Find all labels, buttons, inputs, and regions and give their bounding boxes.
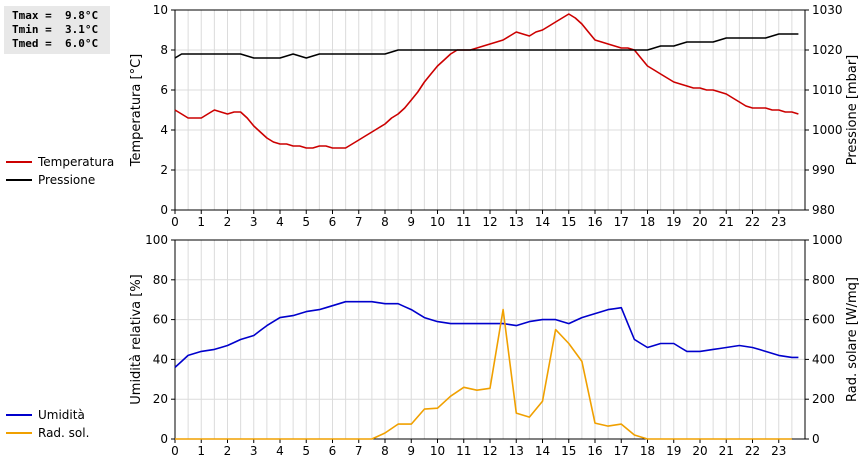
- panel2-y-right-tick-label: 800: [812, 273, 835, 287]
- panel2-x-tick-label: 19: [666, 444, 681, 458]
- panel2-y-left-tick-label: 60: [153, 313, 168, 327]
- panel2-x-tick-label: 12: [482, 444, 497, 458]
- panel1-series-line-2: [174, 33, 799, 59]
- panel2-x-tick-label: 22: [745, 444, 760, 458]
- panel1-y-left-tick-label: 10: [153, 3, 168, 17]
- panel2-y-right-tick-label: 200: [812, 392, 835, 406]
- panel2-y-right-tick-label: 1000: [812, 233, 843, 247]
- panel1-x-tick-label: 16: [587, 215, 602, 229]
- panel2-y-left-tick-label: 80: [153, 273, 168, 287]
- panel1-y-right-tick-label: 990: [812, 163, 835, 177]
- panel1-x-tick-label: 18: [640, 215, 655, 229]
- panel2-y-left-axis-label: Umidità relativa [%]: [129, 274, 144, 404]
- panel2-x-tick-label: 15: [561, 444, 576, 458]
- panel2-x-tick-label: 21: [719, 444, 734, 458]
- panel1-y-left-tick-label: 2: [160, 163, 168, 177]
- panel1-legend-label-2: Pressione: [38, 173, 95, 187]
- panel1-y-left-axis-label: Temperatura [°C]: [129, 54, 144, 167]
- panel2-y-left-tick-label: 100: [145, 233, 168, 247]
- panel1-y-right-tick-label: 980: [812, 203, 835, 217]
- panel2-series-line-2: [175, 308, 792, 440]
- panel1-y-left-tick-label: 8: [160, 43, 168, 57]
- panel2-x-tick-label: 7: [355, 444, 363, 458]
- panel1-x-tick-label: 5: [302, 215, 310, 229]
- panel1-x-tick-label: 23: [771, 215, 786, 229]
- panel1-x-tick-label: 20: [692, 215, 707, 229]
- panel2-x-tick-label: 4: [276, 444, 284, 458]
- panel1-y-right-tick-label: 1020: [812, 43, 843, 57]
- panel2-x-tick-label: 6: [329, 444, 337, 458]
- stat-tmed: Tmed = 6.0°C: [12, 37, 99, 50]
- panel2-x-tick-label: 13: [509, 444, 524, 458]
- panel2-series-line-1: [174, 300, 799, 368]
- panel1-x-tick-label: 21: [719, 215, 734, 229]
- panel1-y-right-tick-label: 1010: [812, 83, 843, 97]
- panel1-x-tick-label: 9: [407, 215, 415, 229]
- panel1-y-left-tick-label: 0: [160, 203, 168, 217]
- panel2-x-tick-label: 1: [197, 444, 205, 458]
- panel2-y-right-axis-label: Rad. solare [W/mq]: [845, 277, 860, 402]
- panel1-x-tick-label: 13: [509, 215, 524, 229]
- panel2-y-right-tick-label: 0: [812, 432, 820, 446]
- panel1-x-tick-label: 19: [666, 215, 681, 229]
- panel2-y-right-tick-label: 600: [812, 313, 835, 327]
- panel2-y-left-tick-label: 20: [153, 392, 168, 406]
- panel2-x-tick-label: 2: [224, 444, 232, 458]
- panel1-x-tick-label: 15: [561, 215, 576, 229]
- panel2-y-left-tick-label: 40: [153, 352, 168, 366]
- panel2-legend-label-1: Umidità: [38, 408, 85, 422]
- panel1-y-left-tick-label: 6: [160, 83, 168, 97]
- panel1-x-tick-label: 1: [197, 215, 205, 229]
- stat-tmax: Tmax = 9.8°C: [12, 9, 99, 22]
- panel2-x-tick-label: 18: [640, 444, 655, 458]
- panel1-y-right-tick-label: 1000: [812, 123, 843, 137]
- panel1-legend-label-1: Temperatura: [37, 155, 114, 169]
- panel1-x-tick-label: 0: [171, 215, 179, 229]
- panel2-x-tick-label: 9: [407, 444, 415, 458]
- panel2-y-right-tick-label: 400: [812, 352, 835, 366]
- stat-tmin: Tmin = 3.1°C: [12, 23, 99, 36]
- panel1-y-right-axis-label: Pressione [mbar]: [845, 55, 860, 166]
- panel2-x-tick-label: 23: [771, 444, 786, 458]
- panel1-x-tick-label: 10: [430, 215, 445, 229]
- panel1-x-tick-label: 7: [355, 215, 363, 229]
- panel2-x-tick-label: 8: [381, 444, 389, 458]
- panel1-x-tick-label: 11: [456, 215, 471, 229]
- temperature-stats-box: Tmax = 9.8°C Tmin = 3.1°C Tmed = 6.0°C: [4, 6, 110, 54]
- panel1-y-left-tick-label: 4: [160, 123, 168, 137]
- panel1-y-right-tick-label: 1030: [812, 3, 843, 17]
- panel2-x-tick-label: 11: [456, 444, 471, 458]
- panel2-y-left-tick-label: 0: [160, 432, 168, 446]
- panel2-x-tick-label: 0: [171, 444, 179, 458]
- panel1-x-tick-label: 22: [745, 215, 760, 229]
- panel1-x-tick-label: 6: [329, 215, 337, 229]
- panel2-x-tick-label: 17: [614, 444, 629, 458]
- panel2-x-tick-label: 5: [302, 444, 310, 458]
- panel2-x-tick-label: 16: [587, 444, 602, 458]
- panel2-x-tick-label: 10: [430, 444, 445, 458]
- panel1-x-tick-label: 12: [482, 215, 497, 229]
- panel1-series-line-1: [174, 13, 799, 149]
- panel1-x-tick-label: 2: [224, 215, 232, 229]
- panel1-x-tick-label: 4: [276, 215, 284, 229]
- panel2-legend-label-2: Rad. sol.: [38, 426, 89, 440]
- panel1-x-tick-label: 17: [614, 215, 629, 229]
- panel2-x-tick-label: 3: [250, 444, 258, 458]
- panel2-x-tick-label: 14: [535, 444, 550, 458]
- panel1-x-tick-label: 3: [250, 215, 258, 229]
- panel1-x-tick-label: 14: [535, 215, 550, 229]
- panel1-x-tick-label: 8: [381, 215, 389, 229]
- panel2-x-tick-label: 20: [692, 444, 707, 458]
